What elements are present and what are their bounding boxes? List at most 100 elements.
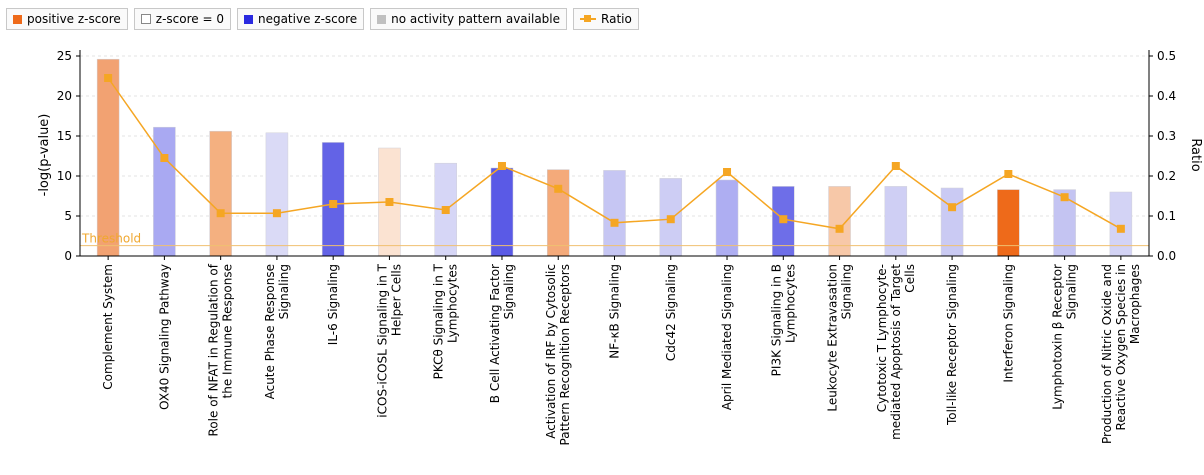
x-tick-label: Production of Nitric Oxide andReactive O… <box>1100 264 1142 444</box>
x-tick-label-line: iCOS-iCOSL Signaling in T <box>375 263 389 417</box>
y-tick-label: 0 <box>64 249 72 263</box>
x-tick-label-line: Lymphocytes <box>446 264 460 343</box>
ratio-point <box>723 168 732 176</box>
x-tick-label-line: IL-6 Signaling <box>326 264 340 345</box>
legend-swatch <box>580 14 597 24</box>
x-tick-label: Interferon Signaling <box>1001 264 1015 383</box>
x-tick-label-line: Signaling <box>1065 264 1079 319</box>
chart-legend: positive z-score z-score = 0 negative z-sc… <box>6 8 639 30</box>
x-tick-label: Complement System <box>101 264 115 390</box>
threshold-label: Threshold <box>81 232 141 246</box>
legend-label: negative z-score <box>257 12 358 26</box>
ratio-point <box>497 162 506 170</box>
x-tick-label-line: Helper Cells <box>389 264 403 336</box>
x-tick-label: B Cell Activating FactorSignaling <box>488 264 516 403</box>
x-tick-label: Role of NFAT in Regulation ofthe Immune … <box>207 263 235 436</box>
x-tick-label-line: Complement System <box>101 264 115 390</box>
x-tick-label-line: April Mediated Signaling <box>720 264 734 410</box>
ratio-point <box>1116 224 1125 233</box>
bar <box>265 132 289 257</box>
y2-tick-label: 0.0 <box>1157 249 1176 263</box>
x-tick-label: Activation of IRF by CytosolicPattern Re… <box>544 264 572 445</box>
legend-swatch <box>243 14 253 24</box>
legend-label: Ratio <box>601 12 632 26</box>
x-tick-label-line: OX40 Signaling Pathway <box>157 264 171 410</box>
x-tick-label: IL-6 Signaling <box>326 264 340 345</box>
ratio-point <box>554 184 563 193</box>
x-tick-label-line: Leukocyte Extravasation <box>826 264 840 412</box>
x-tick-label-line: Reactive Oxygen Species in <box>1114 264 1128 430</box>
x-tick-label: Cdc42 Signaling <box>664 264 678 361</box>
ratio-point <box>835 224 844 233</box>
bar <box>321 142 345 257</box>
x-tick-label: iCOS-iCOSL Signaling in THelper Cells <box>375 263 403 417</box>
x-tick-label-line: Pattern Recognition Receptors <box>558 264 572 445</box>
bar <box>603 170 626 257</box>
x-tick-label-line: Acute Phase Response <box>263 264 277 399</box>
x-tick-label-line: Cytotoxic T Lymphocyte- <box>875 264 889 412</box>
ratio-point <box>891 162 900 170</box>
x-tick-label-line: Signaling <box>502 264 516 319</box>
ratio-point <box>160 154 169 162</box>
legend-label: positive z-score <box>27 12 121 26</box>
ratio-point <box>216 209 225 218</box>
x-tick-label-line: the Immune Response <box>221 264 235 398</box>
y2-tick-label: 0.5 <box>1157 49 1176 63</box>
y-tick-label: 10 <box>57 169 72 183</box>
x-tick-label: April Mediated Signaling <box>720 264 734 410</box>
legend-item: no activity pattern available <box>370 8 568 30</box>
y-axis-label: -log(p-value) <box>37 114 52 197</box>
ratio-point <box>272 209 281 218</box>
x-tick-label: NF-κB Signaling <box>608 264 622 359</box>
y-tick-label: 15 <box>57 129 72 143</box>
x-tick-label-line: mediated Apoptosis of Target <box>889 264 903 440</box>
bar <box>490 167 514 257</box>
y2-tick-label: 0.2 <box>1157 169 1176 183</box>
legend-item: positive z-score <box>6 8 128 30</box>
y-tick-label: 25 <box>57 49 72 63</box>
ratio-point <box>385 198 394 206</box>
x-tick-label-line: Lymphotoxin β Receptor <box>1051 264 1065 410</box>
x-tick-label: PKCθ Signaling in TLymphocytes <box>432 263 460 379</box>
legend-swatch <box>140 14 151 24</box>
ratio-point <box>610 218 619 227</box>
x-tick-label: Leukocyte ExtravasationSignaling <box>826 264 854 412</box>
ratio-series <box>104 74 1125 233</box>
bar <box>209 130 232 257</box>
ratio-point <box>441 206 450 214</box>
x-tick-label-line: Activation of IRF by Cytosolic <box>544 264 558 439</box>
x-tick-labels: Complement System OX40 Signaling Pathway R… <box>101 263 1142 445</box>
legend-item: z-score = 0 <box>133 8 231 30</box>
x-tick-label: Lymphotoxin β ReceptorSignaling <box>1051 264 1079 410</box>
threshold-line: Threshold <box>80 232 1149 247</box>
x-tick-label-line: NF-κB Signaling <box>608 264 622 359</box>
x-tick-label-line: Cells <box>903 264 917 293</box>
legend-item: negative z-score <box>236 8 365 30</box>
ratio-point <box>104 74 113 82</box>
x-tick-label: PI3K Signaling in BLymphocytes <box>769 264 797 376</box>
y-tick-label: 5 <box>64 209 72 223</box>
x-tick-label-line: PKCθ Signaling in T <box>432 263 446 379</box>
x-tick-label-line: Role of NFAT in Regulation of <box>207 263 221 436</box>
x-tick-label-line: Toll-like Receptor Signaling <box>945 264 959 426</box>
ratio-point <box>1004 170 1013 178</box>
y-tick-label: 20 <box>57 89 72 103</box>
ratio-point <box>1060 193 1069 202</box>
x-tick-label: OX40 Signaling Pathway <box>157 264 171 410</box>
y2-axis-label: Ratio <box>1188 138 1203 171</box>
legend-swatch <box>13 14 22 24</box>
ratio-point <box>948 203 957 212</box>
x-tick-label-line: Signaling <box>277 264 291 319</box>
y2-tick-label: 0.3 <box>1157 129 1176 143</box>
legend-label: no activity pattern available <box>391 12 561 26</box>
x-tick-label: Cytotoxic T Lymphocyte-mediated Apoptosi… <box>875 264 917 440</box>
ratio-point <box>329 200 338 208</box>
x-tick-label-line: Cdc42 Signaling <box>664 264 678 361</box>
x-tick-label-line: PI3K Signaling in B <box>769 264 783 376</box>
legend-swatch <box>377 14 387 24</box>
x-tick-label-line: Production of Nitric Oxide and <box>1100 264 1114 444</box>
legend-item: Ratio <box>573 8 639 30</box>
bar <box>546 169 570 257</box>
ratio-point <box>666 215 675 224</box>
